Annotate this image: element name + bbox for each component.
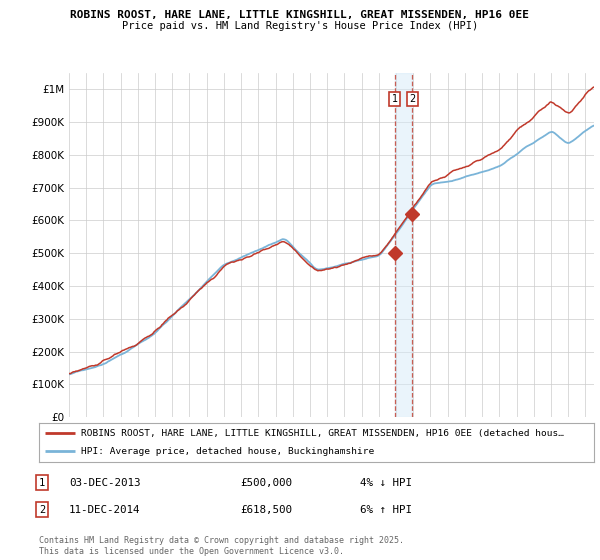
Text: Price paid vs. HM Land Registry's House Price Index (HPI): Price paid vs. HM Land Registry's House … bbox=[122, 21, 478, 31]
Text: £500,000: £500,000 bbox=[240, 478, 292, 488]
Text: ROBINS ROOST, HARE LANE, LITTLE KINGSHILL, GREAT MISSENDEN, HP16 0EE: ROBINS ROOST, HARE LANE, LITTLE KINGSHIL… bbox=[71, 10, 530, 20]
Text: £618,500: £618,500 bbox=[240, 505, 292, 515]
Text: 4% ↓ HPI: 4% ↓ HPI bbox=[360, 478, 412, 488]
Text: Contains HM Land Registry data © Crown copyright and database right 2025.
This d: Contains HM Land Registry data © Crown c… bbox=[39, 536, 404, 556]
Text: 1: 1 bbox=[392, 94, 398, 104]
Text: 2: 2 bbox=[409, 94, 416, 104]
Text: 1: 1 bbox=[39, 478, 45, 488]
Text: HPI: Average price, detached house, Buckinghamshire: HPI: Average price, detached house, Buck… bbox=[80, 447, 374, 456]
Text: 2: 2 bbox=[39, 505, 45, 515]
Bar bbox=[395, 73, 412, 417]
Text: ROBINS ROOST, HARE LANE, LITTLE KINGSHILL, GREAT MISSENDEN, HP16 0EE (detached h: ROBINS ROOST, HARE LANE, LITTLE KINGSHIL… bbox=[80, 429, 563, 438]
Text: 03-DEC-2013: 03-DEC-2013 bbox=[69, 478, 140, 488]
Text: 11-DEC-2014: 11-DEC-2014 bbox=[69, 505, 140, 515]
Text: 6% ↑ HPI: 6% ↑ HPI bbox=[360, 505, 412, 515]
